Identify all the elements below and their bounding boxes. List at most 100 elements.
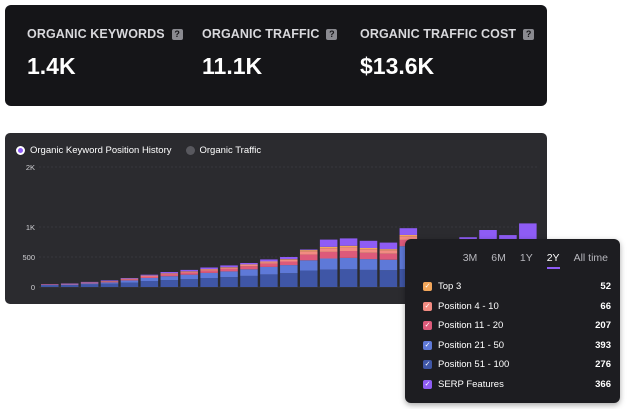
bar-segment	[359, 248, 378, 250]
range-6m[interactable]: 6M	[491, 252, 506, 264]
bar-segment	[280, 259, 298, 260]
position-count: 276	[595, 359, 611, 371]
bar-segment	[299, 270, 318, 287]
radio-unselected-icon	[185, 146, 195, 155]
bar-segment	[160, 273, 179, 275]
bar-segment	[299, 251, 318, 255]
bar-segment	[280, 257, 298, 260]
bar-segment	[140, 278, 159, 281]
checkbox-checked-icon[interactable]: ✓	[423, 340, 432, 350]
question-icon[interactable]: ?	[523, 28, 535, 40]
metric-value: 1.4K	[27, 53, 76, 79]
radio-selected-icon	[16, 146, 25, 155]
bar-segment	[180, 272, 198, 275]
bar-segment	[80, 284, 99, 287]
bar-segment	[180, 271, 198, 273]
checkbox-checked-icon[interactable]: ✓	[423, 360, 432, 370]
bar-segment	[160, 276, 179, 281]
bar-segment	[220, 277, 238, 287]
chart-legend: Organic Keyword Position History Organic…	[16, 145, 261, 156]
bar-segment	[379, 249, 398, 251]
bar-segment	[379, 242, 398, 250]
position-row-21-50[interactable]: ✓ Position 21 - 50 393	[423, 336, 611, 356]
checkbox-checked-icon[interactable]: ✓	[423, 301, 432, 311]
position-label: Position 51 - 100	[438, 359, 510, 371]
bar-segment	[240, 264, 258, 267]
bar-segment	[240, 275, 258, 287]
range-2y[interactable]: 2Y	[546, 252, 560, 269]
bar-segment	[220, 265, 238, 268]
bar-segment	[160, 274, 179, 277]
question-icon[interactable]: ?	[326, 28, 338, 40]
legend-keyword-position-history[interactable]: Organic Keyword Position History	[16, 145, 172, 156]
bar-segment	[399, 234, 418, 237]
bar-segment	[260, 266, 278, 275]
position-row-top-3[interactable]: ✓ Top 3 52	[423, 277, 611, 297]
bar-segment	[220, 267, 238, 269]
bar-segment	[180, 269, 198, 272]
bar-segment	[260, 263, 278, 267]
checkbox-checked-icon[interactable]: ✓	[423, 321, 432, 331]
bar-segment	[339, 257, 358, 270]
bar-segment	[299, 249, 318, 251]
bar-segment	[280, 261, 298, 266]
range-3m[interactable]: 3M	[462, 252, 478, 264]
bar-segment	[120, 279, 139, 281]
bar-segment	[359, 252, 378, 260]
position-count: 366	[595, 378, 611, 390]
bar-segment	[339, 238, 358, 246]
metric-value: 11.1K	[202, 53, 263, 79]
y-tick-label: 2K	[26, 163, 35, 172]
bar-segment	[240, 269, 258, 276]
position-count: 52	[600, 281, 611, 293]
metric-label: ORGANIC TRAFFIC	[202, 27, 320, 41]
position-label: Position 21 - 50	[438, 339, 505, 351]
position-row-51-100[interactable]: ✓ Position 51 - 100 276	[423, 355, 611, 375]
bar-segment	[140, 276, 159, 278]
bar-segment	[80, 283, 99, 285]
legend-label: Organic Keyword Position History	[30, 145, 172, 156]
bar-segment	[120, 278, 139, 279]
question-icon[interactable]: ?	[171, 28, 183, 40]
bar-segment	[319, 248, 338, 252]
bar-segment	[41, 285, 59, 287]
position-row-4-10[interactable]: ✓ Position 4 - 10 66	[423, 297, 611, 317]
metric-organic-traffic: ORGANIC TRAFFIC ? 11.1K	[202, 27, 338, 80]
bar-segment	[100, 281, 119, 283]
bar-segment	[200, 267, 218, 270]
bar-segment	[200, 278, 218, 287]
bar-segment	[180, 274, 198, 280]
bar-segment	[359, 259, 378, 270]
range-1y[interactable]: 1Y	[519, 252, 533, 264]
checkbox-checked-icon[interactable]: ✓	[423, 282, 432, 292]
bar-segment	[140, 275, 159, 277]
checkbox-checked-icon[interactable]: ✓	[423, 379, 432, 389]
position-row-11-20[interactable]: ✓ Position 11 - 20 207	[423, 316, 611, 336]
bar-segment	[240, 266, 258, 270]
position-row-serp-features[interactable]: ✓ SERP Features 366	[423, 375, 611, 395]
bar-segment	[120, 280, 139, 283]
metric-organic-keywords: ORGANIC KEYWORDS ? 1.4K	[27, 27, 183, 80]
range-all-time[interactable]: All time	[573, 252, 608, 264]
bar-segment	[160, 272, 179, 274]
bar-segment	[299, 260, 318, 271]
bar-segment	[260, 262, 278, 264]
bar-segment	[399, 236, 418, 240]
bar-segment	[140, 274, 159, 276]
bar-segment	[220, 271, 238, 278]
range-selector: 3M 6M 1Y 2Y All time	[463, 252, 608, 269]
metric-organic-traffic-cost: ORGANIC TRAFFIC COST ? $13.6K	[360, 27, 535, 80]
metric-label: ORGANIC TRAFFIC COST	[360, 27, 517, 41]
legend-organic-traffic[interactable]: Organic Traffic	[185, 145, 261, 156]
bar-segment	[280, 259, 298, 262]
bar-segment	[359, 269, 378, 287]
bar-segment	[260, 259, 278, 262]
bar-segment	[280, 265, 298, 274]
position-count: 207	[595, 320, 611, 332]
position-label: Top 3	[438, 281, 462, 293]
bar-segment	[100, 282, 119, 284]
bar-segment	[140, 281, 159, 287]
position-count: 393	[595, 339, 611, 351]
bar-segment	[319, 246, 338, 249]
bar-segment	[399, 228, 418, 235]
